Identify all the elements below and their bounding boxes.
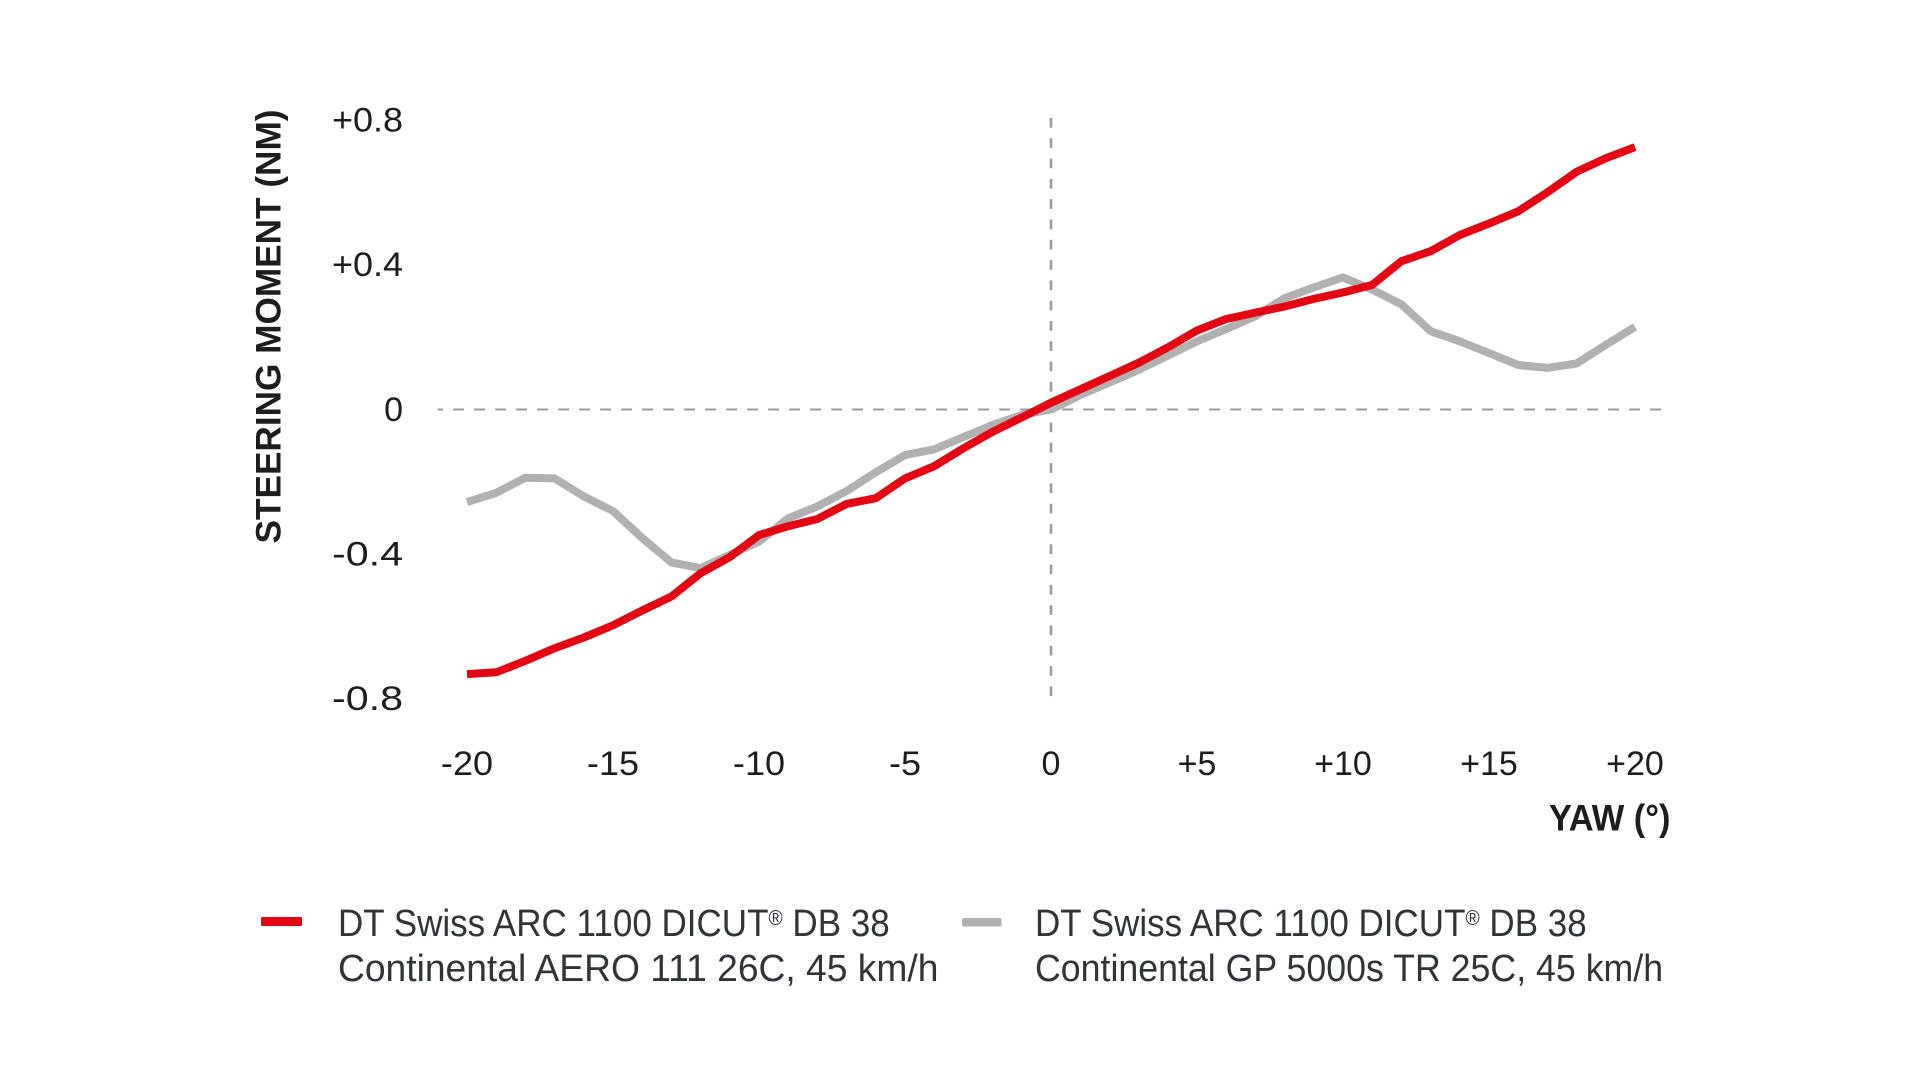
svg-text:0: 0 bbox=[384, 391, 403, 429]
svg-text:+0.4: +0.4 bbox=[332, 246, 403, 284]
svg-text:+0.8: +0.8 bbox=[332, 101, 403, 139]
svg-text:-20: -20 bbox=[441, 745, 493, 783]
svg-text:STEERING MOMENT (NM): STEERING MOMENT (NM) bbox=[249, 110, 289, 544]
svg-text:-0.4: -0.4 bbox=[332, 536, 403, 574]
svg-text:+10: +10 bbox=[1314, 745, 1372, 783]
svg-text:0: 0 bbox=[1042, 745, 1061, 783]
svg-text:+20: +20 bbox=[1606, 745, 1664, 783]
svg-text:-10: -10 bbox=[733, 745, 785, 783]
svg-text:-0.8: -0.8 bbox=[332, 680, 403, 718]
svg-text:+15: +15 bbox=[1460, 745, 1518, 783]
svg-text:-15: -15 bbox=[587, 745, 639, 783]
svg-text:-5: -5 bbox=[889, 745, 921, 783]
svg-text:+5: +5 bbox=[1178, 745, 1217, 783]
svg-text:YAW (°): YAW (°) bbox=[1549, 798, 1671, 839]
